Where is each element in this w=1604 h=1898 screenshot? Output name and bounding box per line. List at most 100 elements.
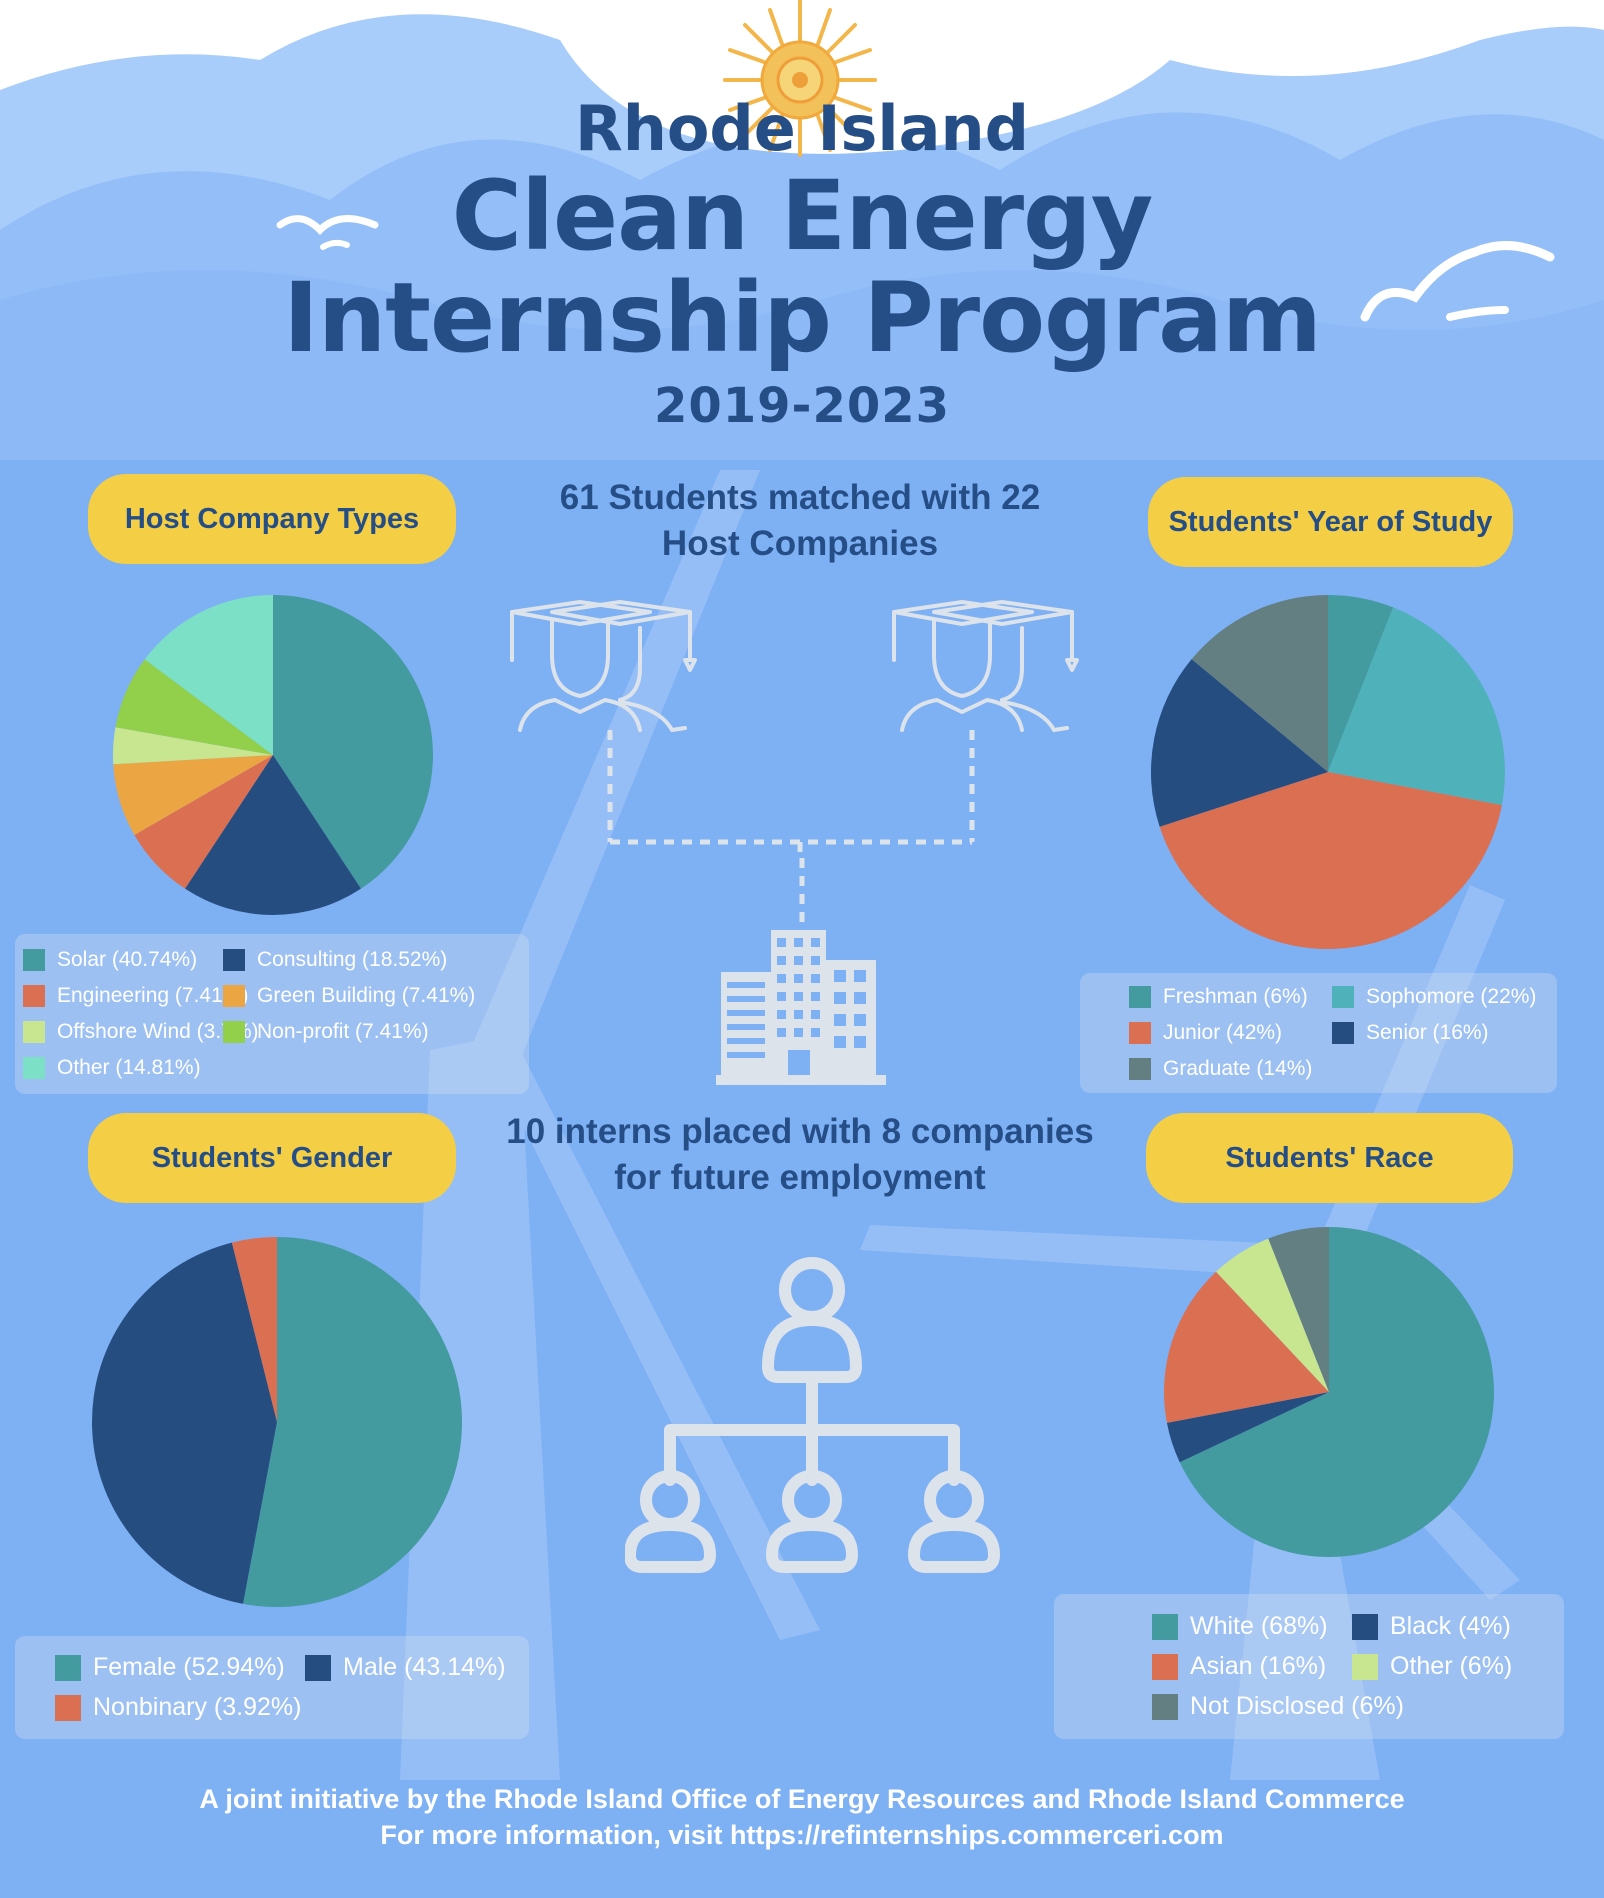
legend-label: Female (52.94%) [93,1653,285,1681]
legend-item-male: Male (43.14%) [305,1648,525,1688]
legend-swatch [305,1654,331,1681]
race-legend: White (68%) Black (4%) Asian (16%) Other… [1054,1594,1564,1739]
race-pie-chart [1163,1227,1494,1557]
legend-swatch [1152,1613,1178,1640]
legend-label: Other (6%) [1390,1652,1513,1680]
legend-item-other: Other (6%) [1352,1647,1552,1687]
pie-slice-male [91,1242,278,1604]
team-hierarchy-icon [625,1257,1000,1573]
pie-slice-consulting [185,755,361,915]
office-building-icon [716,930,886,1085]
legend-item-engineering: Engineering (7.41%) [23,978,248,1014]
legend-item-offshore-wind: Offshore Wind (3.7%) [23,1014,259,1050]
legend-swatch [55,1694,81,1721]
matched-stat: 61 Students matched with 22 Host Compani… [470,475,1130,567]
legend-label: Other (14.81%) [57,1056,201,1079]
sun-icon [723,0,877,157]
year-of-study-pie-chart [1150,595,1505,950]
placed-stat-line2: for future employment [614,1158,986,1197]
page-title-line3: Internship Program [283,262,1322,374]
pie-slice-not-disclosed [1268,1227,1329,1392]
legend-item-consulting: Consulting (18.52%) [223,942,533,978]
seagull-icon [1360,241,1555,322]
graduates-icon [510,600,1079,860]
legend-swatch [1129,1058,1151,1080]
page-title-line1: Rhode Island [574,92,1030,165]
legend-label: Junior (42%) [1163,1021,1283,1044]
host-company-types-pie-chart [113,595,433,915]
connector-line [799,858,805,938]
pie-slice-senior [1150,659,1328,827]
year-of-study-heading: Students' Year of Study [1148,477,1513,567]
legend-label: Green Building (7.41%) [257,984,476,1007]
legend-item-not-disclosed: Not Disclosed (6%) [1152,1687,1404,1727]
pie-slice-non-profit [115,659,274,755]
legend-swatch [223,949,245,971]
host-company-types-heading: Host Company Types [88,474,456,564]
pie-slice-sophomore [1328,607,1505,806]
page-title-line2: Clean Energy [451,160,1154,272]
legend-item-green-building: Green Building (7.41%) [223,978,533,1014]
legend-label: Offshore Wind (3.7%) [57,1020,259,1043]
pie-slice-freshman [1328,595,1394,772]
placed-stat-line1: 10 interns placed with 8 companies [506,1112,1094,1151]
legend-item-asian: Asian (16%) [1152,1647,1352,1687]
legend-label: Consulting (18.52%) [257,948,448,971]
legend-swatch [1332,1022,1354,1044]
legend-item-sophomore: Sophomore (22%) [1332,979,1552,1015]
gender-pie-chart [91,1237,463,1607]
legend-swatch [1332,986,1354,1008]
legend-item-female: Female (52.94%) [55,1648,305,1688]
legend-swatch [223,985,245,1007]
legend-item-nonbinary: Nonbinary (3.92%) [55,1688,305,1728]
legend-swatch [223,1021,245,1043]
footer-line1: A joint initiative by the Rhode Island O… [199,1784,1405,1814]
pie-slice-other [1216,1238,1329,1392]
legend-label: Non-profit (7.41%) [257,1020,429,1043]
year-of-study-legend: Freshman (6%) Sophomore (22%) Junior (42… [1080,973,1557,1093]
pie-slice-asian [1163,1271,1329,1423]
gender-legend: Female (52.94%) Male (43.14%) Nonbinary … [15,1636,529,1739]
seagull-icon [276,215,379,250]
legend-swatch [1129,1022,1151,1044]
placed-stat: 10 interns placed with 8 companies for f… [470,1109,1130,1201]
legend-item-senior: Senior (16%) [1332,1015,1552,1051]
race-heading: Students' Race [1146,1113,1513,1203]
legend-item-other: Other (14.81%) [23,1050,223,1086]
legend-label: Male (43.14%) [343,1653,506,1681]
legend-label: Sophomore (22%) [1366,985,1537,1008]
page-title-years: 2019-2023 [653,378,951,434]
legend-item-white: White (68%) [1152,1607,1352,1647]
pie-slice-engineering [134,755,273,889]
legend-label: Senior (16%) [1366,1021,1489,1044]
legend-label: Graduate (14%) [1163,1057,1313,1080]
pie-slice-green-building [113,755,274,835]
matched-stat-line1: 61 Students matched with 22 [559,478,1041,517]
legend-label: Black (4%) [1390,1612,1511,1640]
legend-item-solar: Solar (40.74%) [23,942,223,978]
legend-item-freshman: Freshman (6%) [1129,979,1332,1015]
legend-label: Engineering (7.41%) [57,984,249,1007]
legend-swatch [55,1654,81,1681]
pie-slice-solar [273,595,433,889]
legend-swatch [1352,1653,1378,1680]
legend-item-black: Black (4%) [1352,1607,1552,1647]
pie-slice-junior [1159,772,1502,950]
host-company-types-legend: Solar (40.74%) Consulting (18.52%) Engin… [15,934,529,1094]
legend-label: Freshman (6%) [1163,985,1308,1008]
legend-swatch [23,1057,45,1079]
legend-swatch [1352,1613,1378,1640]
footer-line2: For more information, visit https://refi… [380,1820,1224,1850]
legend-label: Not Disclosed (6%) [1190,1692,1404,1720]
legend-label: Solar (40.74%) [57,948,198,971]
legend-swatch [1129,986,1151,1008]
legend-item-non-profit: Non-profit (7.41%) [223,1014,533,1050]
pie-slice-black [1166,1392,1329,1463]
legend-swatch [23,949,45,971]
pie-slice-female [243,1237,463,1607]
legend-swatch [1152,1653,1178,1680]
pie-slice-nonbinary [231,1237,277,1422]
pie-slice-other [144,595,273,755]
pie-slice-offshore-wind [113,727,274,765]
